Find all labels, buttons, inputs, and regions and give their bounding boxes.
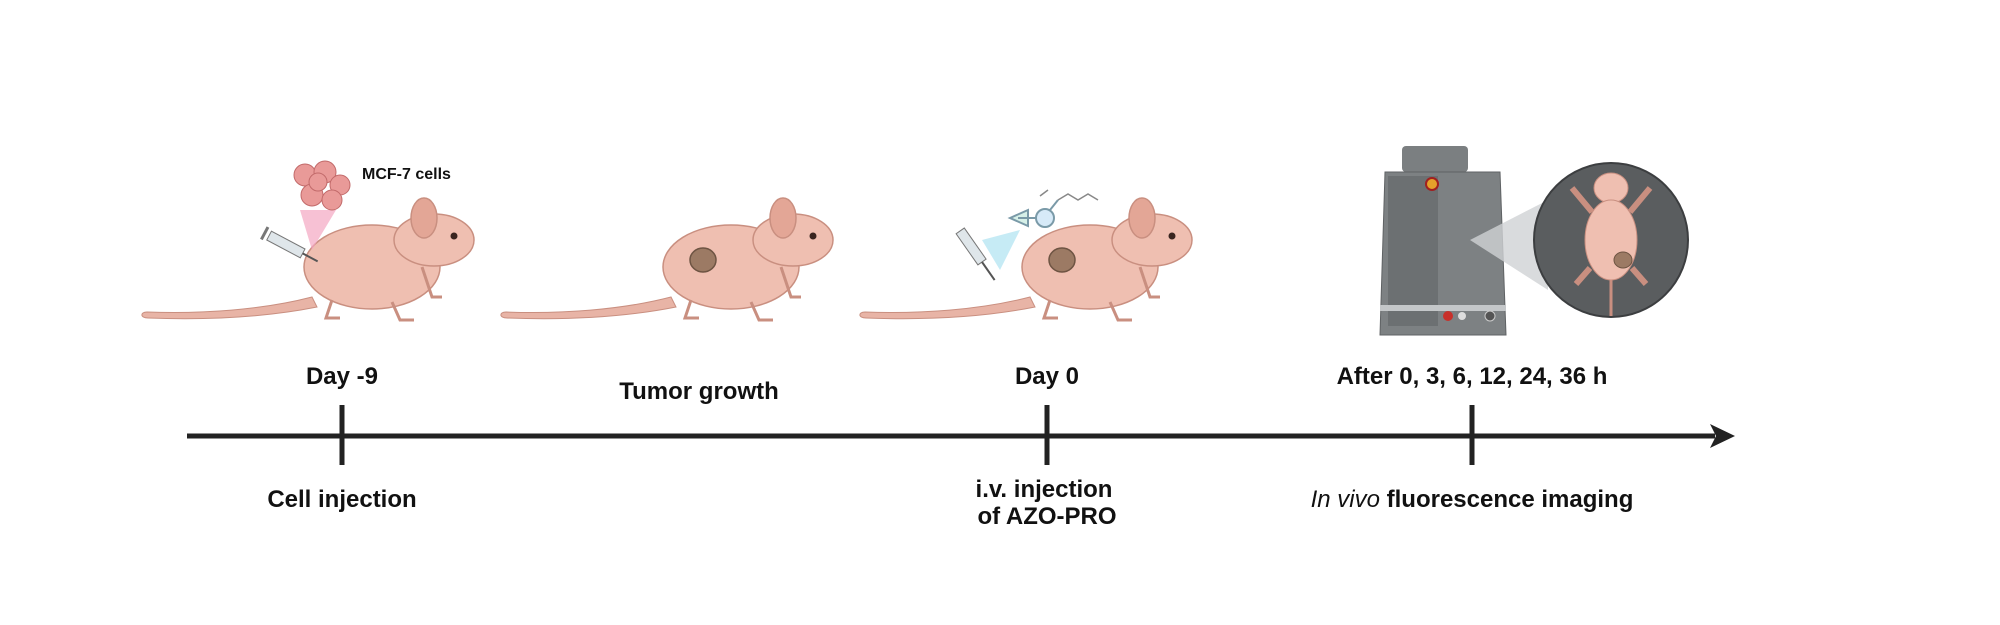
italic-term: In vivo	[1311, 486, 1380, 513]
event-label: of AZO-PRO	[977, 503, 1116, 530]
syringe	[955, 227, 996, 281]
mouse	[499, 196, 835, 322]
event-text: fluorescence imaging	[1387, 486, 1634, 513]
cells-label: MCF-7 cells	[362, 166, 451, 183]
event-label: i.v. injection	[976, 476, 1113, 503]
imaging-device	[1379, 146, 1507, 336]
injection-cone	[300, 210, 336, 250]
syringe	[260, 226, 319, 263]
phase-label: Tumor growth	[619, 378, 779, 405]
time-points-label: After 0, 3, 6, 12, 24, 36 h	[1337, 363, 1608, 390]
view-cone	[1470, 200, 1548, 290]
mouse-top-view	[1569, 172, 1653, 316]
event-label: In vivo fluorescence imaging	[1311, 486, 1634, 513]
injection-cone	[982, 230, 1020, 270]
day-label: Day 0	[1015, 363, 1079, 390]
timeline-arrowhead	[1710, 424, 1735, 448]
probe-icon	[1007, 189, 1099, 228]
day-label: Day -9	[306, 363, 378, 390]
event-label: Cell injection	[267, 486, 416, 513]
cell-cluster	[293, 160, 351, 211]
